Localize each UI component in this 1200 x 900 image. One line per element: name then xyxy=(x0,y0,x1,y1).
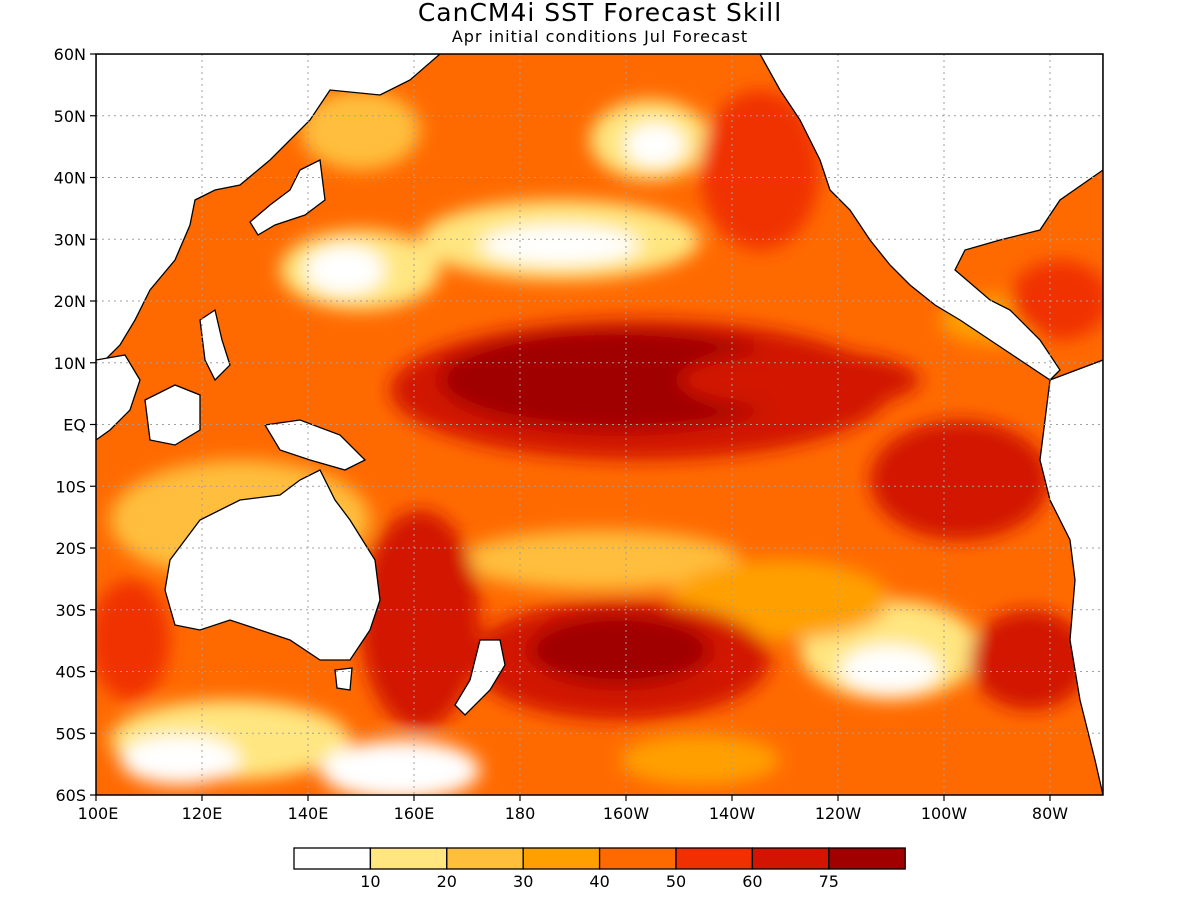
tick-marks xyxy=(90,53,1051,801)
colorbar-swatch xyxy=(446,847,524,870)
borneo-land xyxy=(144,384,201,446)
lat-tick-labels: 60N 50N 40N 30N 20N 10N EQ 10S 20S 30S 4… xyxy=(54,45,86,805)
new-guinea-land xyxy=(263,419,367,471)
colorbar-swatch xyxy=(828,847,906,870)
chart-title: CanCM4i SST Forecast Skill xyxy=(417,0,783,27)
land-masses xyxy=(96,54,1103,795)
colorbar-label: 60 xyxy=(742,872,762,891)
lon-tick-label: 160E xyxy=(394,804,435,823)
lat-tick-label: 40S xyxy=(55,663,86,682)
north-america-land xyxy=(759,54,1103,381)
asia-land xyxy=(96,54,441,361)
lat-tick-label: 30N xyxy=(54,230,86,249)
lat-tick-label: 50S xyxy=(55,724,86,743)
lon-tick-label: 160W xyxy=(603,804,650,823)
lat-tick-label: EQ xyxy=(63,416,86,435)
lat-tick-label: 60S xyxy=(55,786,86,805)
lon-tick-label: 100E xyxy=(78,804,119,823)
australia-land xyxy=(164,469,381,661)
tasmania-land xyxy=(334,667,353,691)
new-zealand-land xyxy=(454,639,506,716)
lat-tick-label: 10N xyxy=(54,354,86,373)
colorbar-label: 75 xyxy=(819,872,839,891)
lon-tick-label: 120E xyxy=(182,804,223,823)
lat-tick-label: 50N xyxy=(54,107,86,126)
lon-tick-label: 140E xyxy=(288,804,329,823)
lon-tick-labels: 100E 120E 140E 160E 180 160W 140W 120W 1… xyxy=(78,804,1069,823)
lat-tick-label: 20S xyxy=(55,539,86,558)
lat-tick-label: 20N xyxy=(54,292,86,311)
colorbar-swatch xyxy=(369,847,448,870)
japan-land xyxy=(249,159,326,236)
colorbar-swatch xyxy=(751,847,830,870)
colorbar-swatch xyxy=(522,847,601,870)
colorbar-swatch xyxy=(598,847,677,870)
lon-tick-label: 180 xyxy=(505,804,536,823)
lat-tick-label: 40N xyxy=(54,169,86,188)
lat-tick-label: 10S xyxy=(55,477,86,496)
colorbar-swatch xyxy=(293,847,372,870)
colorbar: 10 20 30 40 50 60 75 xyxy=(293,847,906,891)
skill-field xyxy=(96,54,1103,795)
colorbar-label: 40 xyxy=(589,872,609,891)
lon-tick-label: 140W xyxy=(709,804,756,823)
colorbar-swatch xyxy=(675,847,754,870)
colorbar-label: 50 xyxy=(666,872,686,891)
colorbar-label: 30 xyxy=(513,872,533,891)
indochina-land xyxy=(96,354,141,441)
lon-tick-label: 80W xyxy=(1032,804,1068,823)
colorbar-label: 20 xyxy=(437,872,457,891)
colorbar-label: 10 xyxy=(360,872,380,891)
lat-tick-label: 60N xyxy=(54,45,86,64)
lat-tick-label: 30S xyxy=(55,601,86,620)
lon-tick-label: 100W xyxy=(921,804,968,823)
chart-subtitle: Apr initial conditions Jul Forecast xyxy=(451,27,749,46)
south-america-land xyxy=(1039,359,1103,795)
lon-tick-label: 120W xyxy=(815,804,862,823)
